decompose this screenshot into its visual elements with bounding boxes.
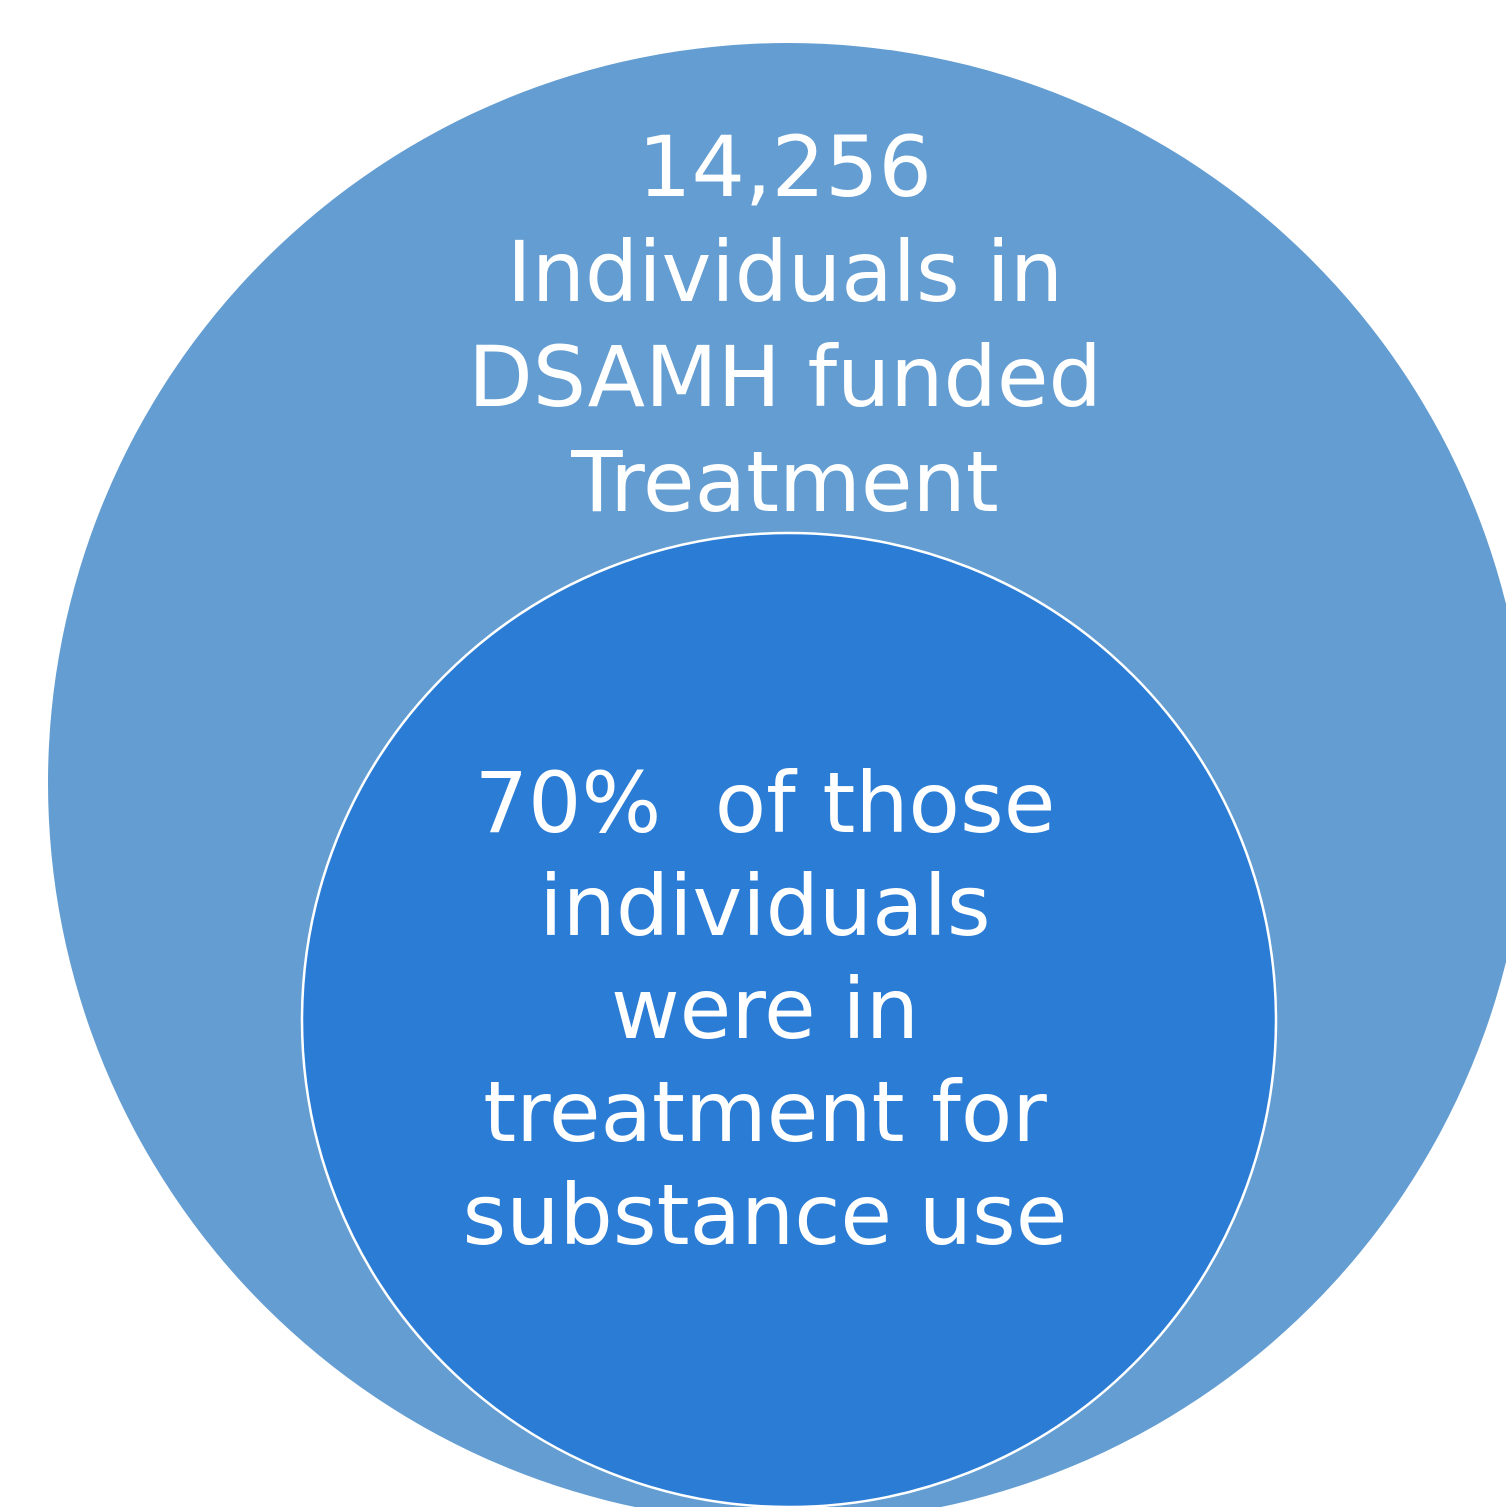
inner-circle-outline [300,531,1278,1507]
inner-label-line-5: substance use [462,1166,1068,1264]
outer-label-line-2: Individuals in [506,223,1064,321]
inner-label-line-3: were in [610,960,920,1058]
inner-percent-line: 70% of those [474,754,1056,852]
inner-circle [302,533,1276,1507]
inner-label-line-2: individuals [539,857,991,955]
inner-circle-label: 70% of those individuals were in treatme… [410,752,1120,1267]
outer-count-value: 14,256 [638,118,932,216]
outer-circle-label: 14,256 Individuals in DSAMH funded Treat… [430,115,1140,535]
outer-label-line-3: DSAMH funded [468,328,1102,426]
outer-label-line-4: Treatment [571,433,999,531]
inner-label-line-4: treatment for [483,1063,1047,1161]
